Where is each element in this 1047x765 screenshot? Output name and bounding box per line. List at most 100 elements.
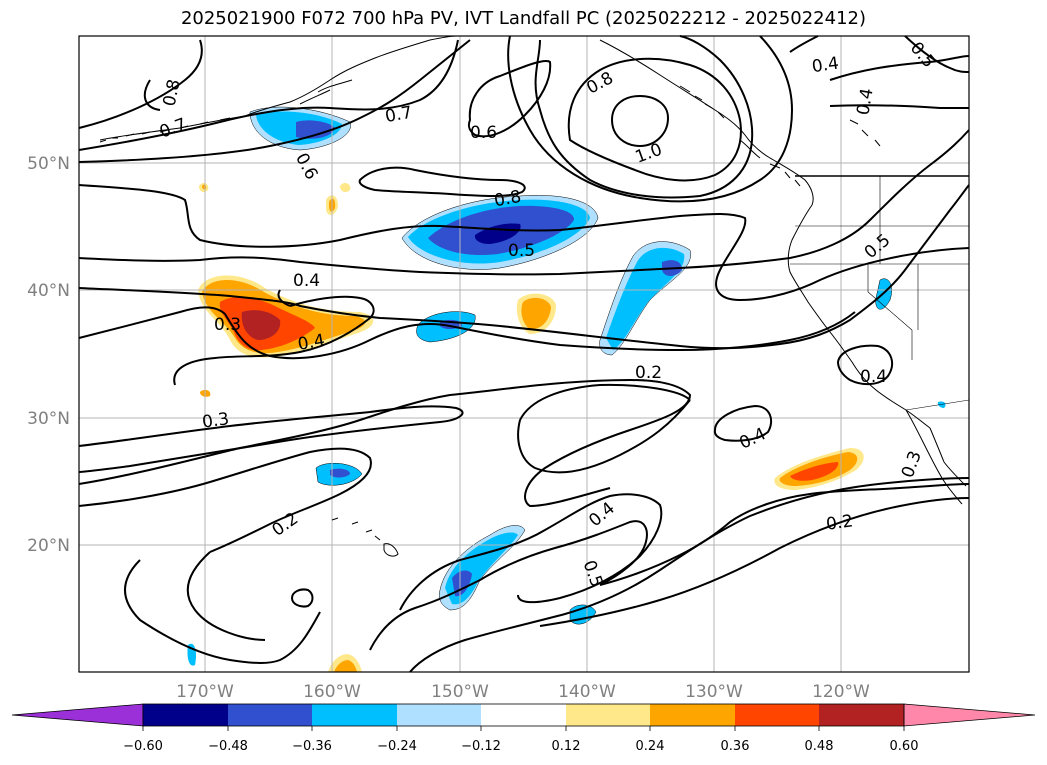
contour-line-west-1 (78, 184, 970, 302)
contour-line-south-3 (399, 493, 663, 611)
contour-line-west-2 (78, 129, 970, 276)
bc-coast-small (849, 119, 881, 147)
colorbar-tick-label: −0.36 (292, 739, 332, 754)
contour-label: 0.3 (214, 315, 241, 335)
lat-label: 30°N (27, 409, 70, 429)
contour-label: 0.4 (811, 54, 841, 78)
contour-line-west-3 (78, 184, 970, 350)
pv-contours (78, 35, 970, 673)
colorbar-tick-label: 0.48 (805, 739, 834, 754)
contour-line-south-2 (186, 551, 266, 641)
contour-line-loop-2 (567, 57, 742, 182)
contour-line-bc (829, 55, 970, 110)
neg-anomaly-gulf-alaska-core (296, 120, 335, 139)
colorbar-segment (650, 704, 735, 726)
lon-label: 120°W (812, 682, 870, 702)
contour-label: 0.5 (508, 241, 535, 261)
map-title: 2025021900 F072 700 hPa PV, IVT Landfall… (180, 8, 867, 29)
baja-coast (905, 409, 963, 505)
lon-label: 150°W (431, 682, 489, 702)
state-border-ca-nv (867, 264, 913, 360)
contour-line-oval-south (517, 383, 691, 474)
contour-label: 0.8 (583, 68, 616, 98)
contour-label: 0.6 (470, 123, 497, 143)
colorbar-segment (312, 704, 397, 726)
contour-line-bc-2 (789, 35, 970, 73)
contour-line-mid-2 (78, 378, 692, 508)
hawaii-islands (331, 517, 399, 557)
lon-label: 140°W (558, 682, 616, 702)
colorbar-segment (397, 704, 481, 726)
colorbar-tick-label: 0.60 (890, 739, 919, 754)
contour-label: 0.2 (635, 363, 662, 383)
lat-label: 40°N (27, 281, 70, 301)
southeast-alaska-coast (599, 39, 814, 206)
contour-line-south-5 (409, 477, 970, 673)
contour-line-south-4 (369, 520, 648, 651)
contour-line-north-3 (78, 39, 471, 163)
alaska-peninsula (299, 79, 353, 105)
colorbar-tick-label: −0.48 (208, 739, 248, 754)
contour-line-loop-west (173, 295, 375, 386)
pos-anomaly-baja-red (790, 462, 839, 481)
contour-line-nw-short (277, 289, 291, 307)
contour-line-loop-1 (467, 60, 552, 138)
contour-label: 0.7 (384, 103, 414, 127)
pos-anomaly-west-dark (241, 310, 281, 340)
colorbar-tick-label: 0.36 (721, 739, 750, 754)
aleutian-islands (99, 117, 231, 143)
colorbar-tick-label: −0.12 (461, 739, 501, 754)
lat-label: 50°N (27, 154, 70, 174)
contour-line-loop-ca (713, 404, 773, 442)
colorbar-tick-label: 0.12 (552, 739, 581, 754)
pos-anomaly-bottom-core (334, 660, 357, 672)
contour-line-south-7 (539, 497, 970, 627)
lon-label: 170°W (176, 682, 234, 702)
contour-label: 0.4 (853, 87, 877, 117)
us-west-coast (787, 204, 931, 429)
colorbar-segment (228, 704, 312, 726)
contour-label: 0.4 (736, 424, 769, 454)
colorbar-extend-max (903, 703, 1036, 727)
lat-label: 20°N (27, 536, 70, 556)
contour-line-mid-3 (78, 447, 372, 553)
contour-line-north-1 (78, 39, 203, 129)
contour-label: 0.4 (293, 271, 320, 291)
us-mexico-border (905, 399, 970, 411)
colorbar-segment (566, 704, 650, 726)
colorbar-tick-label: −0.60 (123, 739, 163, 754)
ak-detail (679, 85, 725, 119)
contour-line-south-1 (124, 559, 321, 664)
contour-label: 0.8 (160, 77, 185, 108)
latitude-labels: 50°N 40°N 30°N 20°N (27, 154, 70, 556)
contour-line-north-2 (78, 39, 459, 151)
contour-line-loop-nw (143, 79, 526, 197)
colorbar-segment (735, 704, 819, 726)
contour-label: 0.7 (157, 115, 189, 143)
colorbar-segment (819, 704, 904, 726)
contour-label: 0.6 (291, 150, 321, 183)
neg-anomaly-south-core (452, 570, 472, 597)
colorbar-frame (142, 703, 905, 727)
contour-line-mid-1 (78, 405, 464, 473)
contour-label: 0.2 (825, 511, 855, 535)
contour-label: 0.5 (906, 38, 939, 72)
contour-line-ca-inner (836, 344, 894, 386)
colorbar-extend-min (11, 703, 144, 727)
contour-label: 0.4 (296, 331, 326, 355)
contour-label: 0.2 (269, 509, 303, 541)
contour-label: 0.3 (898, 448, 926, 480)
colorbar-tick-label: −0.24 (377, 739, 417, 754)
contour-label: 0.8 (493, 187, 523, 211)
map-frame (78, 35, 970, 673)
longitude-labels: 170°W 160°W 150°W 140°W 130°W 120°W (176, 682, 870, 702)
contour-label: 0.4 (860, 367, 887, 387)
pos-anomaly-small-2 (340, 183, 351, 193)
colorbar-segment (143, 704, 228, 726)
colorbar: −0.60 −0.48 −0.36 −0.24 −0.12 0.12 0.24 … (11, 703, 1036, 754)
contour-line-circle-small (290, 588, 314, 608)
neg-anomaly-small-2-core (330, 468, 350, 478)
contour-line-south-6 (599, 483, 970, 586)
contour-line-west-4 (78, 306, 856, 360)
